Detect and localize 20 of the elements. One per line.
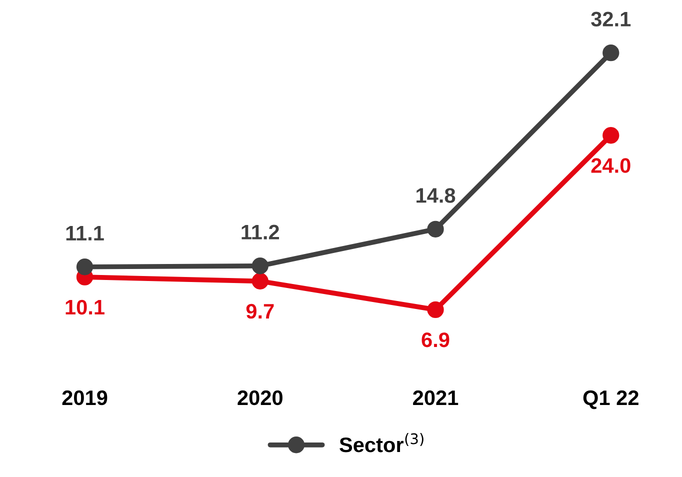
x-tick-label: Q1 22 [583,390,638,410]
point [252,258,268,274]
point [602,127,620,144]
point [602,44,620,62]
point [427,220,444,238]
data-label: 14.8 [416,188,456,203]
point [252,272,268,290]
data-label: 32.1 [591,12,631,27]
data-label: 9.7 [246,304,274,319]
x-tick-label: 2019 [62,390,108,406]
data-label: 10.1 [66,300,104,315]
x-tick-label: 2021 [413,390,458,406]
legend-label: Sector$^{(3)}$ [340,433,424,452]
point [76,258,94,276]
data-label: 24.0 [591,158,630,173]
data-label: 6.9 [422,332,450,348]
x-tick-label: 2020 [238,390,282,406]
data-label: 11.2 [242,224,280,240]
point [427,301,444,318]
data-label: 11.1 [66,226,104,240]
